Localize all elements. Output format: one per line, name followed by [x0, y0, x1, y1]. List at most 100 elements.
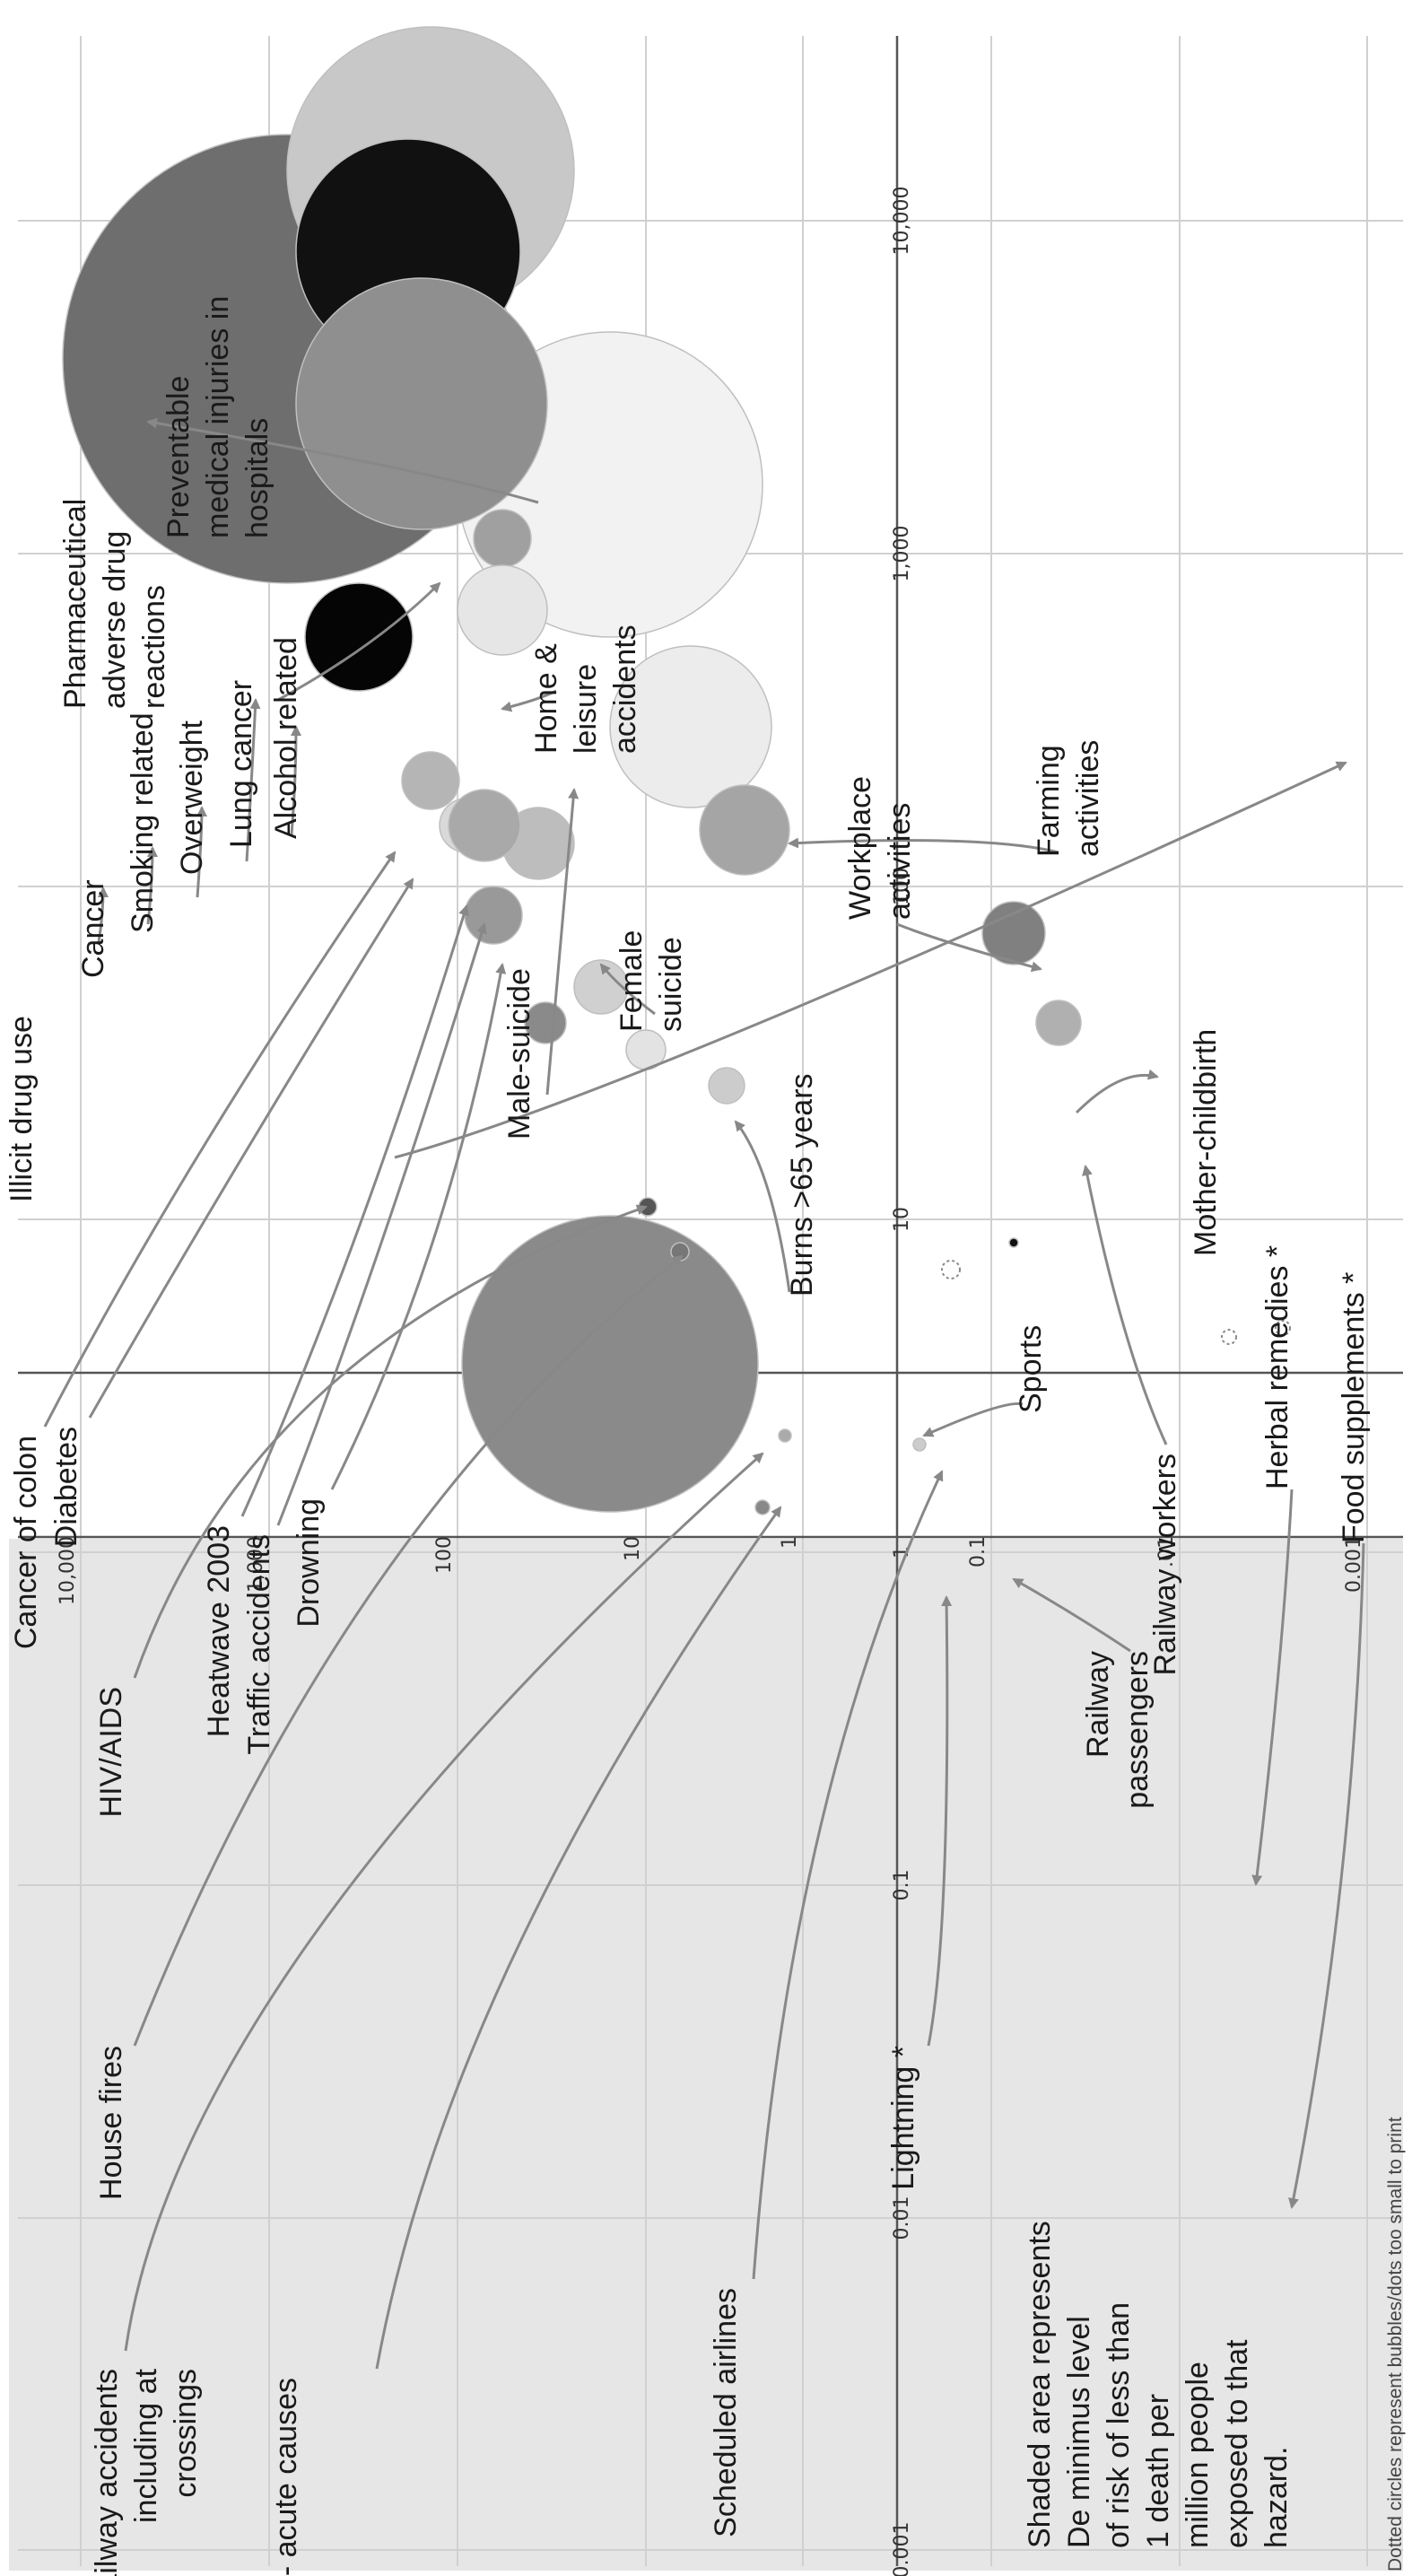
label-arrow [240, 904, 469, 1517]
label-arrow [146, 417, 539, 504]
y-tick-label: 100 [433, 1536, 456, 1574]
annotations: Shaded area represents De minimus level of… [1023, 2117, 1406, 2572]
bubble-label: Illicit drug use [4, 1016, 39, 1202]
y-tick-label: .01 [1155, 1536, 1178, 1567]
label-arrow [1288, 1542, 1365, 2209]
bubble [708, 1067, 745, 1105]
bubble [295, 277, 548, 530]
label-arrow [788, 837, 1059, 854]
bubble-label: Sports [1014, 1325, 1048, 1413]
bubble-label: Farming activities [1032, 740, 1105, 857]
label-arrow [277, 581, 441, 702]
bubble [699, 784, 790, 876]
de-minimis-shaded-area [9, 1539, 1403, 2571]
bubble-label: Lightning * [886, 2046, 920, 2190]
label-arrow [922, 1402, 1024, 1437]
bubble-label: Alcohol related [269, 637, 303, 839]
label-arrow [599, 963, 656, 1016]
bubble-label: Cancer [76, 879, 110, 978]
bubble-label: Diabetes [49, 1427, 83, 1547]
x-tick-label: 10,000 [891, 187, 913, 256]
x-tick-label: 0.001 [891, 2522, 913, 2576]
label-arrow [896, 922, 1042, 973]
y-tick-label: 1 [779, 1536, 801, 1549]
label-arrow [88, 878, 414, 1419]
label-arrow [752, 1470, 944, 2280]
bubble-label: Traffic accidents [242, 1534, 276, 1755]
bubble [401, 751, 460, 810]
bubble [981, 901, 1046, 965]
bubble [754, 1499, 771, 1515]
bubble [457, 564, 548, 656]
bubble [448, 789, 521, 862]
dotted-circles-note: Dotted circles represent bubbles/dots to… [1385, 2117, 1406, 2572]
bubble [778, 1428, 792, 1443]
bubble [461, 1215, 759, 1513]
bubble-label: House fires [94, 2046, 128, 2200]
label-arrow [394, 761, 1347, 1159]
label-arrows [43, 417, 1365, 2370]
bubble-label: Workplace activities [843, 776, 917, 920]
label-arrow [245, 698, 261, 862]
y-tick-label: 10,000 [57, 1536, 79, 1605]
label-arrow [196, 806, 207, 898]
bubble-label: All Railway accidents including at crossin… [90, 2368, 203, 2576]
bubble-label: Overweight [175, 720, 209, 875]
bubble-label: Drowning [292, 1498, 326, 1628]
x-tick-label: 100 [891, 868, 913, 905]
x-tick-label: 0.1 [891, 1870, 913, 1901]
bubble [1008, 1237, 1019, 1248]
label-arrow [276, 922, 487, 1526]
bubble-label: Preventable medical injuries in hospitals [161, 296, 275, 538]
label-arrow [146, 846, 158, 925]
label-arrow [501, 689, 557, 712]
label-arrow [124, 1452, 764, 2352]
label-arrow [1075, 1069, 1159, 1114]
bubble-label: Railway workers [1148, 1454, 1182, 1676]
label-arrow [133, 1254, 684, 2047]
label-arrow [545, 788, 580, 1096]
bubbles [62, 26, 1291, 1515]
bubble-label: Cancer of colon [9, 1436, 43, 1649]
bubble [1221, 1329, 1237, 1345]
bubble [464, 886, 523, 945]
label-arrow [43, 851, 397, 1428]
bubble-label: Mother-childbirth [1189, 1029, 1223, 1256]
bubble [912, 1437, 927, 1452]
bubble-label: Herbal remedies * [1260, 1245, 1294, 1489]
bubble [473, 509, 532, 568]
bubble-label: Home & leisure accidents [529, 624, 642, 754]
y-tick-label: 10 [622, 1536, 644, 1561]
vertical-gridlines [80, 36, 1368, 2566]
label-arrow [1082, 1165, 1168, 1445]
x-tick-label: 10 [891, 1207, 913, 1232]
bubble-label: Female suicide [614, 930, 688, 1032]
label-arrow [97, 886, 109, 943]
bubble-label: Scheduled airlines [709, 2288, 743, 2537]
label-arrow [330, 963, 507, 1490]
label-arrow [375, 1506, 782, 2370]
bubble-label: Pharmaceutical adverse drug reactions [58, 499, 171, 709]
y-tick-label: 0.1 [967, 1536, 989, 1567]
y-tick-label: 1,000 [245, 1536, 267, 1593]
bubble [638, 1197, 658, 1217]
bubble [1275, 1320, 1291, 1336]
bubble [1035, 1000, 1082, 1046]
bubble-labels: Preventable medical injuries in hospitalsP… [4, 296, 1371, 2576]
de-minimis-note: Shaded area represents De minimus level of… [1023, 2221, 1294, 2548]
bubble-label: Heatwave 2003 [202, 1525, 236, 1737]
bubble-label: Railway passengers [1081, 1651, 1155, 1809]
x-tick-label: 0.01 [891, 2196, 913, 2240]
bubble-label: HIV/AIDS [94, 1687, 128, 1817]
bubble [941, 1260, 961, 1279]
bubble [304, 582, 414, 692]
label-arrow [1012, 1577, 1131, 1653]
bubble [609, 645, 772, 808]
x-tick-label: 1,000 [891, 526, 913, 582]
label-arrow [133, 1204, 648, 1679]
label-arrow [734, 1120, 791, 1293]
bubble-label: Smoking related [126, 712, 160, 933]
label-arrow [927, 1595, 953, 2047]
